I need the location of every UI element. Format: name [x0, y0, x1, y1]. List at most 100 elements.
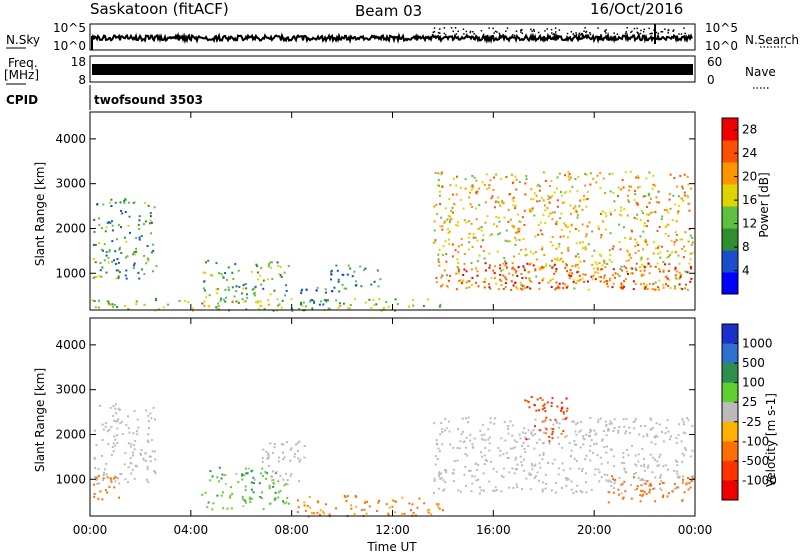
scatter-cell — [124, 305, 126, 308]
scatter-cell — [289, 475, 292, 478]
scatter-cell — [445, 471, 448, 474]
scatter-cell — [643, 282, 645, 285]
scatter-cell — [582, 273, 585, 276]
scatter-cell — [544, 473, 547, 476]
scatter-cell — [578, 205, 581, 208]
scatter-cell — [623, 226, 625, 229]
scatter-cell — [613, 209, 616, 212]
scatter-cell — [599, 276, 602, 278]
scatter-cell — [574, 265, 577, 268]
scatter-cell — [468, 469, 470, 472]
scatter-cell — [148, 455, 151, 458]
scatter-cell — [459, 279, 462, 282]
scatter-cell — [565, 478, 568, 481]
scatter-cell — [435, 281, 438, 284]
scatter-cell — [653, 487, 656, 490]
scatter-cell — [114, 201, 117, 204]
scatter-cell — [516, 275, 519, 277]
scatter-cell — [440, 285, 443, 288]
scatter-cell — [523, 267, 526, 270]
x-tick-label: 00:00 — [678, 523, 713, 537]
scatter-cell — [609, 211, 612, 214]
scatter-cell — [441, 428, 444, 431]
scatter-cell — [470, 188, 473, 191]
scatter-cell — [250, 497, 253, 500]
scatter-cell — [631, 267, 634, 270]
scatter-cell — [296, 499, 299, 502]
scatter-cell — [447, 231, 450, 234]
scatter-cell — [641, 479, 644, 482]
scatter-cell — [548, 440, 551, 443]
scatter-cell — [668, 279, 671, 281]
scatter-cell — [491, 489, 494, 492]
scatter-cell — [620, 286, 623, 289]
scatter-cell — [119, 246, 122, 249]
scatter-cell — [537, 428, 540, 431]
scatter-cell — [439, 478, 442, 481]
scatter-cell — [568, 274, 571, 277]
scatter-cell — [603, 446, 606, 448]
scatter-cell — [272, 481, 275, 484]
scatter-cell — [92, 277, 95, 279]
scatter-cell — [659, 251, 662, 254]
scatter-cell — [597, 418, 600, 421]
scatter-cell — [640, 275, 643, 277]
scatter-cell — [225, 278, 228, 281]
scatter-cell — [93, 218, 96, 221]
scatter-cell — [621, 269, 624, 272]
scatter-cell — [623, 280, 626, 283]
scatter-cell — [114, 407, 117, 410]
scatter-cell — [138, 228, 141, 230]
scatter-cell — [151, 450, 154, 453]
scatter-cell — [634, 488, 637, 491]
scatter-cell — [647, 213, 650, 216]
scatter-cell — [514, 456, 517, 459]
scatter-cell — [149, 412, 152, 415]
scatter-cell — [500, 437, 503, 440]
scatter-cell — [573, 440, 576, 442]
scatter-cell — [252, 491, 255, 494]
scatter-cell — [304, 509, 307, 512]
scatter-cell — [517, 213, 520, 216]
nsky-point — [457, 30, 459, 33]
scatter-cell — [566, 270, 568, 273]
scatter-cell — [114, 475, 117, 478]
scatter-cell — [668, 263, 671, 266]
scatter-cell — [625, 259, 628, 262]
scatter-cell — [241, 478, 244, 481]
scatter-cell — [606, 285, 609, 288]
scatter-cell — [440, 216, 443, 219]
scatter-cell — [144, 452, 147, 455]
scatter-cell — [518, 181, 521, 183]
scatter-cell — [154, 418, 157, 421]
scatter-cell — [480, 226, 483, 229]
scatter-cell — [667, 223, 670, 226]
scatter-cell — [250, 270, 253, 273]
y-tick-label: 2000 — [55, 427, 86, 441]
scatter-cell — [261, 491, 263, 494]
scatter-cell — [572, 207, 575, 210]
scatter-cell — [373, 280, 376, 283]
scatter-cell — [643, 224, 646, 227]
nsky-point — [626, 27, 628, 29]
scatter-cell — [570, 480, 573, 483]
scatter-cell — [108, 485, 111, 488]
scatter-cell — [553, 458, 556, 461]
scatter-cell — [578, 430, 581, 433]
scatter-cell — [620, 492, 623, 495]
scatter-cell — [653, 184, 656, 187]
scatter-cell — [462, 279, 465, 282]
scatter-cell — [500, 280, 503, 282]
scatter-cell — [572, 279, 575, 282]
scatter-cell — [635, 241, 638, 244]
nsky-left-tick-top: 10^5 — [53, 21, 86, 35]
scatter-cell — [471, 482, 474, 485]
scatter-cell — [278, 272, 281, 275]
scatter-cell — [125, 277, 128, 280]
scatter-cell — [93, 493, 96, 495]
scatter-cell — [277, 304, 279, 307]
scatter-cell — [582, 443, 585, 446]
scatter-cell — [113, 303, 116, 306]
scatter-cell — [467, 280, 470, 283]
freq-panel: Freq. [MHz] 18 8 60 0 Nave — [4, 55, 776, 89]
